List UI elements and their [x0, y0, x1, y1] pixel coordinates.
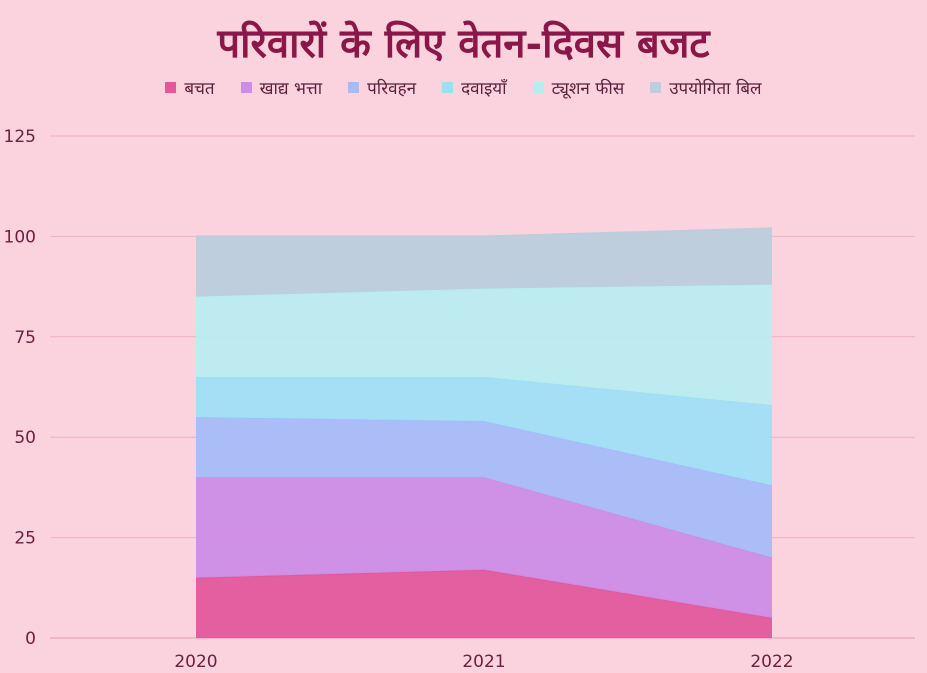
legend-swatch	[442, 82, 454, 93]
legend-swatch	[532, 82, 544, 93]
y-tick-label: 75	[14, 328, 36, 348]
y-axis-ticks: 0 25 50 75 100 125	[4, 127, 36, 649]
legend-swatch	[348, 82, 360, 93]
y-tick-label: 0	[25, 629, 36, 649]
legend-label: दवाइयाँ	[461, 79, 507, 99]
area-series	[196, 376, 772, 486]
legend-label: ट्यूशन फीस	[551, 79, 625, 99]
area-series	[196, 569, 772, 638]
x-axis-ticks: 2020 2021 2022	[174, 652, 793, 672]
legend-item: दवाइयाँ	[442, 76, 507, 99]
x-tick-label: 2022	[750, 652, 793, 672]
legend-label: परिवहन	[367, 79, 417, 99]
legend-item: परिवहन	[348, 76, 416, 99]
legend-item: उपयोगिता बिल	[650, 76, 762, 99]
legend-label: खाद्य भत्ता	[259, 79, 323, 99]
area-series	[196, 284, 772, 406]
area-series	[196, 228, 772, 297]
x-tick-label: 2021	[462, 652, 505, 672]
area-series	[196, 477, 772, 618]
y-tick-label: 50	[14, 428, 36, 448]
legend-item: ट्यूशन फीस	[532, 76, 625, 99]
legend-item: बचत	[165, 76, 215, 99]
legend-swatch	[165, 82, 177, 93]
legend-label: बचत	[184, 79, 215, 99]
legend-label: उपयोगिता बिल	[669, 79, 762, 99]
area-series	[195, 227, 773, 638]
area-top-line	[196, 227, 773, 238]
y-tick-label: 25	[14, 529, 36, 549]
area-series	[196, 417, 772, 558]
y-tick-label: 100	[4, 227, 36, 247]
chart-title: परिवारों के लिए वेतन-दिवस बजट	[217, 20, 710, 67]
legend-swatch	[650, 82, 662, 93]
x-tick-label: 2020	[174, 652, 217, 672]
y-tick-label: 125	[4, 127, 36, 147]
legend-item: खाद्य भत्ता	[240, 76, 323, 99]
legend: बचत खाद्य भत्ता परिवहन दवाइयाँ ट्यूशन फीस उपय…	[0, 76, 927, 99]
legend-swatch	[240, 82, 252, 93]
